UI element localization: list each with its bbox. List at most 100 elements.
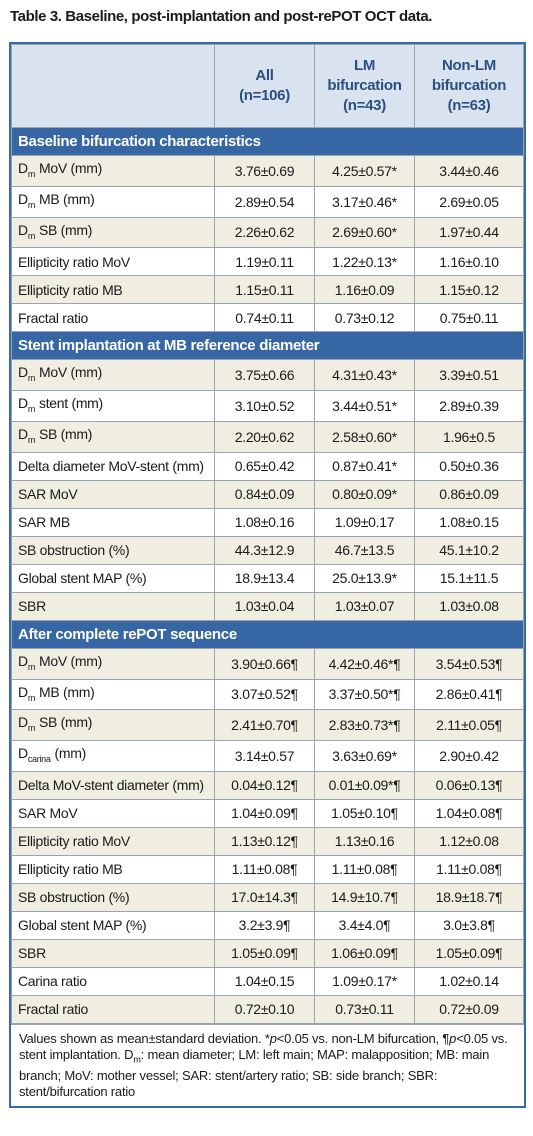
data-row: Dm MB (mm) 3.07±0.52¶ 3.37±0.50*¶ 2.86±0.41¶: [11, 678, 524, 711]
data-row: Carina ratio 1.04±0.15 1.09±0.17* 1.02±0.14: [11, 966, 524, 996]
section-row: Stent implantation at MB reference diame…: [11, 331, 524, 361]
value-cell: 1.05±0.09¶: [214, 938, 315, 968]
table: All (n=106) LM bifurcation (n=43) Non-LM bifur…: [11, 44, 524, 1024]
data-row: SBR 1.03±0.04 1.03±0.07 1.03±0.08: [11, 591, 524, 621]
row-label: Ellipticity ratio MoV: [11, 247, 215, 277]
row-label: Dm MoV (mm): [11, 359, 215, 392]
value-cell: 3.54±0.53¶: [414, 647, 524, 680]
label-subscript: m: [27, 692, 36, 703]
label-base: D: [18, 745, 28, 762]
value-cell: 3.63±0.69*: [314, 740, 415, 772]
header-line: Non-LM: [441, 57, 496, 74]
header-line: (n=106): [239, 87, 290, 104]
value-cell: 0.73±0.11: [314, 994, 415, 1024]
label-rest: MB (mm): [39, 683, 95, 700]
data-row: SB obstruction (%) 17.0±14.3¶ 14.9±10.7¶ 18…: [11, 882, 524, 912]
value-cell: 46.7±13.5: [314, 535, 415, 565]
value-cell: 3.37±0.50*¶: [314, 678, 415, 711]
value-cell: 1.08±0.15: [414, 507, 524, 537]
label-base: D: [18, 364, 28, 381]
value-cell: 0.72±0.09: [414, 994, 524, 1024]
data-row: SBR 1.05±0.09¶ 1.06±0.09¶ 1.05±0.09¶: [11, 938, 524, 968]
section-heading: Baseline bifurcation characteristics: [11, 127, 524, 156]
label-subscript: m: [27, 230, 36, 241]
row-label: SAR MB: [11, 507, 215, 537]
row-label: Global stent MAP (%): [11, 563, 215, 593]
label-base: D: [18, 221, 28, 238]
value-cell: 3.76±0.69: [214, 155, 315, 187]
label-base: D: [18, 652, 28, 669]
row-label: Fractal ratio: [11, 303, 215, 333]
row-label: Dm SB (mm): [11, 709, 215, 742]
data-row: Global stent MAP (%) 18.9±13.4 25.0±13.9* 1…: [11, 563, 524, 593]
value-cell: 1.12±0.08: [414, 826, 524, 856]
data-row: SB obstruction (%) 44.3±12.9 46.7±13.5 45.1…: [11, 535, 524, 565]
value-cell: 2.20±0.62: [214, 420, 315, 453]
value-cell: 2.69±0.05: [414, 185, 524, 218]
label-subscript: m: [27, 661, 36, 672]
value-cell: 0.04±0.12¶: [214, 770, 315, 800]
value-cell: 1.04±0.09¶: [214, 798, 315, 828]
label-subscript: carina: [27, 753, 51, 764]
data-row: Global stent MAP (%) 3.2±3.9¶ 3.4±4.0¶ 3.0±…: [11, 910, 524, 940]
data-row: SAR MoV 1.04±0.09¶ 1.05±0.10¶ 1.04±0.08¶: [11, 798, 524, 828]
value-cell: 4.25±0.57*: [314, 155, 415, 187]
header-line: bifurcation: [431, 77, 507, 94]
value-cell: 45.1±10.2: [414, 535, 524, 565]
section: After complete rePOT sequence Dm MoV (mm) 3…: [11, 619, 524, 1024]
table-title: Table 3. Baseline, post-implantation and…: [10, 8, 433, 25]
footnote-text: m: [133, 1054, 141, 1065]
value-cell: 1.11±0.08¶: [314, 854, 415, 884]
row-label: SBR: [11, 591, 215, 621]
value-cell: 18.9±13.4: [214, 563, 315, 593]
value-cell: 2.90±0.42: [414, 740, 524, 772]
value-cell: 1.11±0.08¶: [414, 854, 524, 884]
value-cell: 0.72±0.10: [214, 994, 315, 1024]
label-base: D: [18, 395, 28, 412]
data-row: Delta MoV-stent diameter (mm) 0.04±0.12¶ 0…: [11, 770, 524, 800]
value-cell: 0.75±0.11: [414, 303, 524, 333]
value-cell: 2.26±0.62: [214, 216, 315, 249]
row-label: Dm SB (mm): [11, 420, 215, 453]
value-cell: 3.2±3.9¶: [214, 910, 315, 940]
label-rest: stent (mm): [39, 395, 103, 412]
row-label: Global stent MAP (%): [11, 910, 215, 940]
value-cell: 3.39±0.51: [414, 359, 524, 392]
value-cell: 1.22±0.13*: [314, 247, 415, 277]
value-cell: 3.4±4.0¶: [314, 910, 415, 940]
data-row: Fractal ratio 0.72±0.10 0.73±0.11 0.72±0.09: [11, 994, 524, 1024]
value-cell: 0.06±0.13¶: [414, 770, 524, 800]
footnote-text: p: [269, 1030, 277, 1046]
data-row: Ellipticity ratio MB 1.11±0.08¶ 1.11±0.08¶…: [11, 854, 524, 884]
header-cell: [11, 44, 215, 128]
section-heading: After complete rePOT sequence: [11, 619, 524, 649]
footnote-text: : mean diameter; LM: left main; MAP: mal…: [19, 1046, 490, 1099]
value-cell: 3.44±0.46: [414, 155, 524, 187]
value-cell: 3.44±0.51*: [314, 390, 415, 422]
value-cell: 3.17±0.46*: [314, 185, 415, 218]
footnote-text: Values shown as mean±standard deviation.…: [19, 1030, 270, 1046]
value-cell: 1.04±0.15: [214, 966, 315, 996]
header-line: (n=63): [447, 97, 491, 114]
value-cell: 0.74±0.11: [214, 303, 315, 333]
value-cell: 3.14±0.57: [214, 740, 315, 772]
value-cell: 1.16±0.10: [414, 247, 524, 277]
row-label: SAR MoV: [11, 798, 215, 828]
value-cell: 1.97±0.44: [414, 216, 524, 249]
header-line: (n=43): [343, 97, 386, 114]
data-row: Ellipticity ratio MoV 1.13±0.12¶ 1.13±0.16…: [11, 826, 524, 856]
footnote: Values shown as mean±standard deviation.…: [11, 1023, 524, 1106]
label-base: D: [18, 160, 28, 176]
data-row: Dm SB (mm) 2.41±0.70¶ 2.83±0.73*¶ 2.11±0.05¶: [11, 709, 524, 742]
row-label: Dm MoV (mm): [11, 647, 215, 680]
row-label: SBR: [11, 938, 215, 968]
value-cell: 1.03±0.07: [314, 591, 415, 621]
table-frame: All (n=106) LM bifurcation (n=43) Non-LM bifur…: [9, 42, 526, 1108]
label-subscript: m: [27, 723, 36, 734]
value-cell: 0.65±0.42: [214, 451, 315, 481]
header-line: All: [255, 67, 274, 84]
label-subscript: m: [27, 199, 36, 210]
data-row: Delta diameter MoV-stent (mm) 0.65±0.42 0.…: [11, 451, 524, 481]
value-cell: 2.83±0.73*¶: [314, 709, 415, 742]
